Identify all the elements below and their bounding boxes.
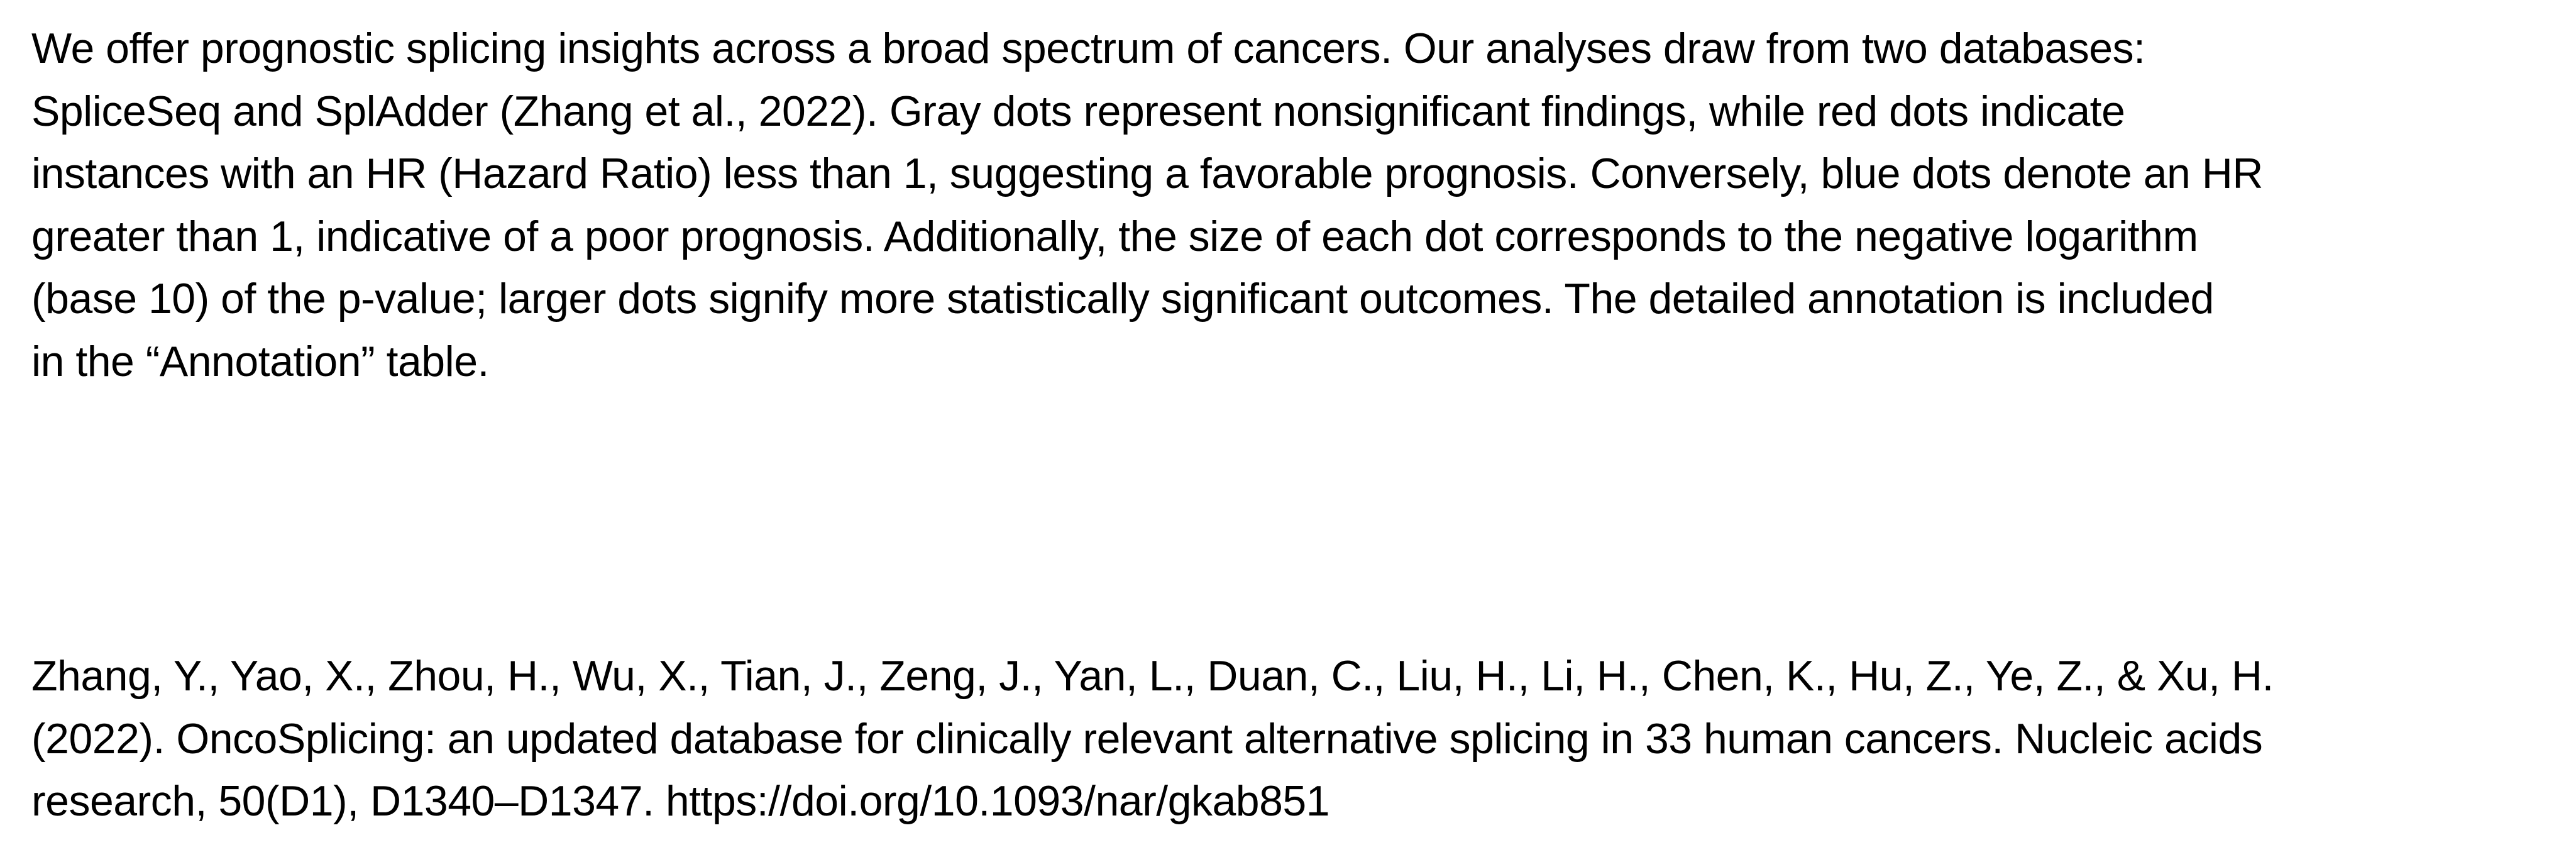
reference-line: research, 50(D1), D1340–D1347. https://d…	[31, 777, 1330, 825]
description-line: greater than 1, indicative of a poor pro…	[31, 212, 2198, 260]
reference-line: Zhang, Y., Yao, X., Zhou, H., Wu, X., Ti…	[31, 652, 2274, 700]
description-line: (base 10) of the p-value; larger dots si…	[31, 275, 2214, 323]
description-line: We offer prognostic splicing insights ac…	[31, 25, 2145, 72]
description-line: in the “Annotation” table.	[31, 337, 489, 385]
reference-line: (2022). OncoSplicing: an updated databas…	[31, 714, 2263, 763]
description-paragraph: We offer prognostic splicing insights ac…	[31, 18, 2552, 393]
description-line: SpliceSeq and SplAdder (Zhang et al., 20…	[31, 87, 2125, 135]
reference-citation: Zhang, Y., Yao, X., Zhou, H., Wu, X., Ti…	[31, 645, 2565, 833]
description-line: instances with an HR (Hazard Ratio) less…	[31, 150, 2263, 197]
